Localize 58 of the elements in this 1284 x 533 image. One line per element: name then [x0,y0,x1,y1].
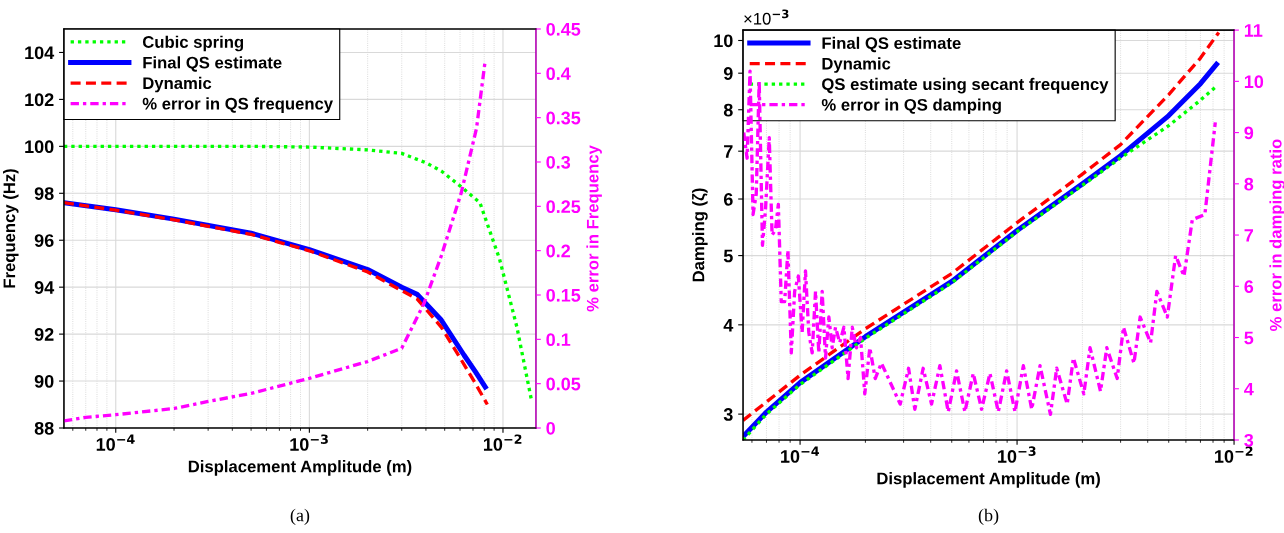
x-tick-label: 10$^{−4}$ [781,446,819,463]
y-axis-title: Damping (ζ) [692,188,708,282]
x-axis-title: Displacement Amplitude (m) [188,460,412,476]
legend-label: Final QS estimate [143,56,282,72]
y-tick-label: 88 [34,421,54,435]
y-tick-label: 9 [723,67,733,80]
y2-tick-label: 11 [1244,24,1263,37]
y2-tick-label: 0.1 [546,333,571,347]
y-tick-label: 90 [34,374,54,388]
x-tick-label: 10$^{−2}$ [483,434,522,451]
y-tick-label: 102 [25,93,54,107]
y2-tick-label: 4 [1244,382,1254,396]
y2-tick-label: 6 [1244,280,1254,294]
y-tick-label: 94 [34,281,55,294]
y2-tick-label: 7 [1244,229,1254,242]
y-axis-title: Frequency (Hz) [3,169,19,288]
y-tick-label: 96 [34,234,54,247]
legend-label: Final QS estimate [822,36,961,53]
y2-tick-label: 10 [1244,75,1264,89]
y2-tick-label: 0.3 [546,155,571,169]
y2-tick-label: 0.25 [546,200,581,214]
y-tick-label: 98 [34,187,54,201]
legend-label: Dynamic [143,76,212,93]
y-tick-label: 5 [723,249,733,263]
y2-tick-label: 9 [1244,126,1254,140]
x-tick-label: 10$^{−4}$ [96,434,135,451]
text: ×10$^{−3}$ [744,9,789,25]
y2-axis-title: % error in Frequency [586,145,602,312]
y2-tick-label: 5 [1244,331,1254,345]
legend-label: % error in QS damping [821,98,1001,115]
legend-label: Dynamic [822,57,891,73]
text: (b) [978,508,999,526]
text: (a) [290,508,310,526]
y-tick-label: 104 [25,46,55,60]
y2-tick-label: 0.4 [546,67,571,81]
y2-tick-label: 3 [1244,433,1254,447]
legend-label: % error in QS frequency [142,97,333,113]
y-tick-label: 10 [714,34,733,48]
y-tick-label: 3 [723,408,733,421]
y2-tick-label: 0.45 [546,22,581,36]
y2-tick-label: 0 [546,421,555,435]
x-tick-label: 10$^{−3}$ [998,446,1036,463]
y2-tick-label: 0.2 [546,244,571,258]
y-tick-label: 6 [723,192,733,206]
legend-label: QS estimate using secant frequency [822,77,1109,94]
y2-tick-label: 0.35 [546,111,581,125]
y2-tick-label: 0.15 [546,288,581,302]
y-tick-label: 7 [724,145,733,158]
legend-label: Cubic spring [142,35,244,52]
x-tick-label: 10$^{−2}$ [1215,446,1253,463]
x-axis-title: Displacement Amplitude (m) [877,472,1100,488]
y-tick-label: 4 [723,318,734,332]
y-tick-label: 100 [25,140,54,154]
y2-tick-label: 0.05 [546,377,581,391]
y2-tick-label: 8 [1244,177,1254,191]
y-tick-label: 92 [34,328,54,341]
x-tick-label: 10$^{−3}$ [290,434,328,451]
y-tick-label: 8 [723,103,733,117]
